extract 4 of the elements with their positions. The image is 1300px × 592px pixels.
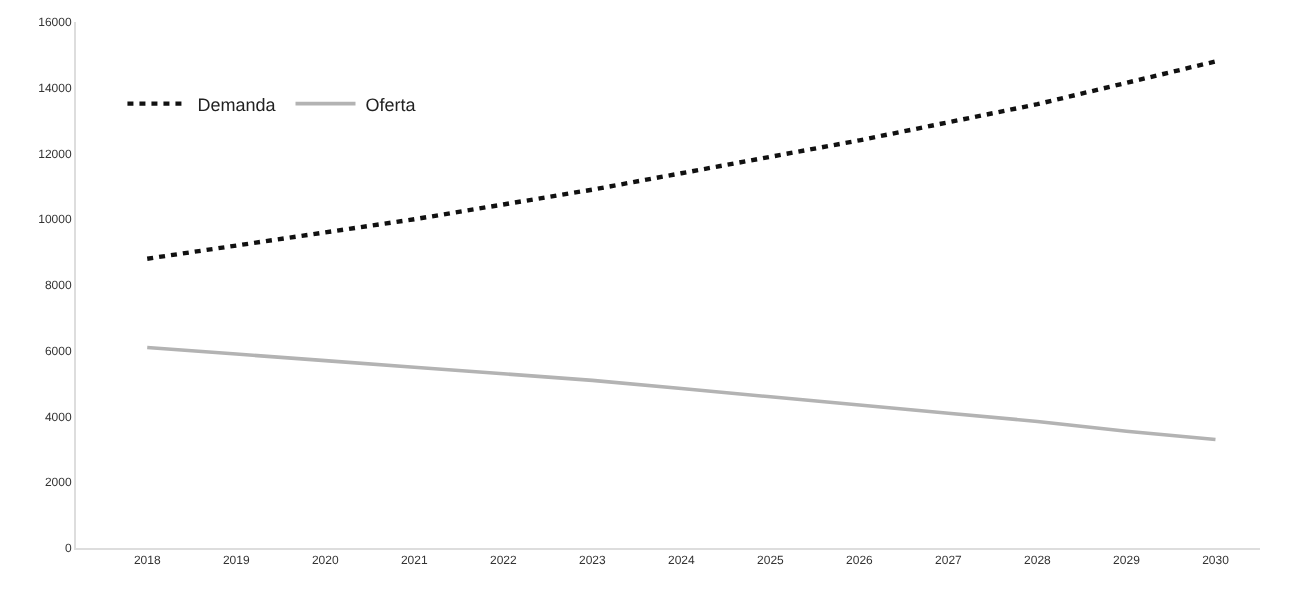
legend-label: Demanda — [197, 94, 276, 115]
line-series — [145, 345, 1218, 442]
legend-label: Oferta — [365, 94, 416, 115]
line-series — [145, 59, 1218, 261]
